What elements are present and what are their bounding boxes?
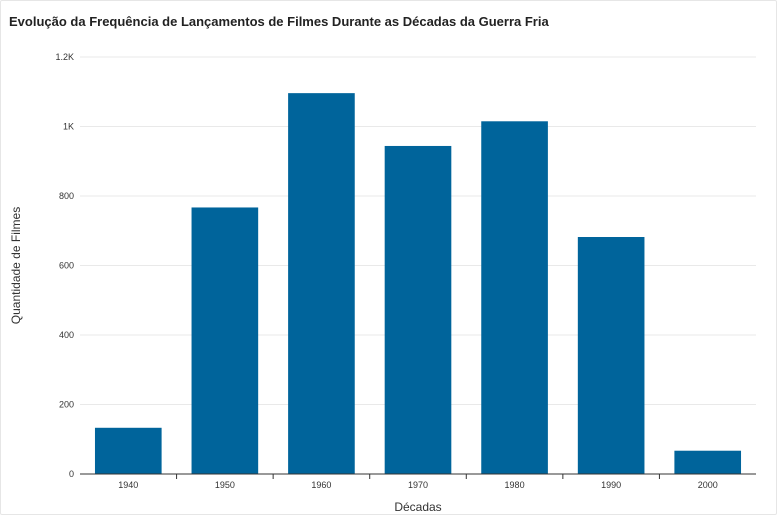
y-tick-label: 1.2K	[55, 52, 74, 62]
x-axis-ticks: 1940 1950 1960 1970 1980 1990 2000	[118, 474, 718, 490]
y-tick-label: 400	[59, 330, 74, 340]
x-tick-label: 2000	[698, 480, 718, 490]
x-tick-label: 1990	[601, 480, 621, 490]
y-tick-label: 200	[59, 400, 74, 410]
y-tick-label: 0	[69, 469, 74, 479]
bar-1990	[577, 237, 645, 474]
bar-1980	[481, 121, 548, 474]
bar-1950	[191, 207, 259, 474]
y-tick-label: 800	[59, 191, 74, 201]
x-tick-label: 1950	[215, 480, 235, 490]
bar-1970	[384, 145, 452, 474]
x-tick-label: 1940	[118, 480, 138, 490]
x-tick-label: 1970	[408, 480, 428, 490]
y-tick-label: 600	[59, 261, 74, 271]
y-axis-ticks: 0 200 400 600 800 1K 1.2K	[55, 52, 74, 479]
chart-title: Evolução da Frequência de Lançamentos de…	[9, 14, 549, 29]
bar-2000	[674, 450, 742, 474]
x-axis-label: Décadas	[394, 500, 441, 514]
bar-1960	[288, 93, 355, 474]
x-tick-label: 1960	[311, 480, 331, 490]
bars	[94, 93, 742, 474]
y-tick-label: 1K	[63, 122, 74, 132]
bar-1940	[94, 427, 162, 474]
y-axis-label: Quantidade de Filmes	[9, 207, 23, 324]
x-tick-label: 1980	[505, 480, 525, 490]
